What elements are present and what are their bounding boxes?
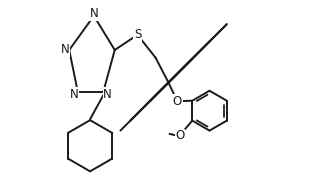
Text: N: N — [70, 88, 79, 101]
Text: O: O — [175, 129, 185, 142]
Text: O: O — [173, 95, 182, 108]
Text: N: N — [61, 44, 69, 57]
Text: N: N — [103, 88, 112, 101]
Text: N: N — [90, 7, 98, 20]
Text: S: S — [134, 28, 141, 41]
